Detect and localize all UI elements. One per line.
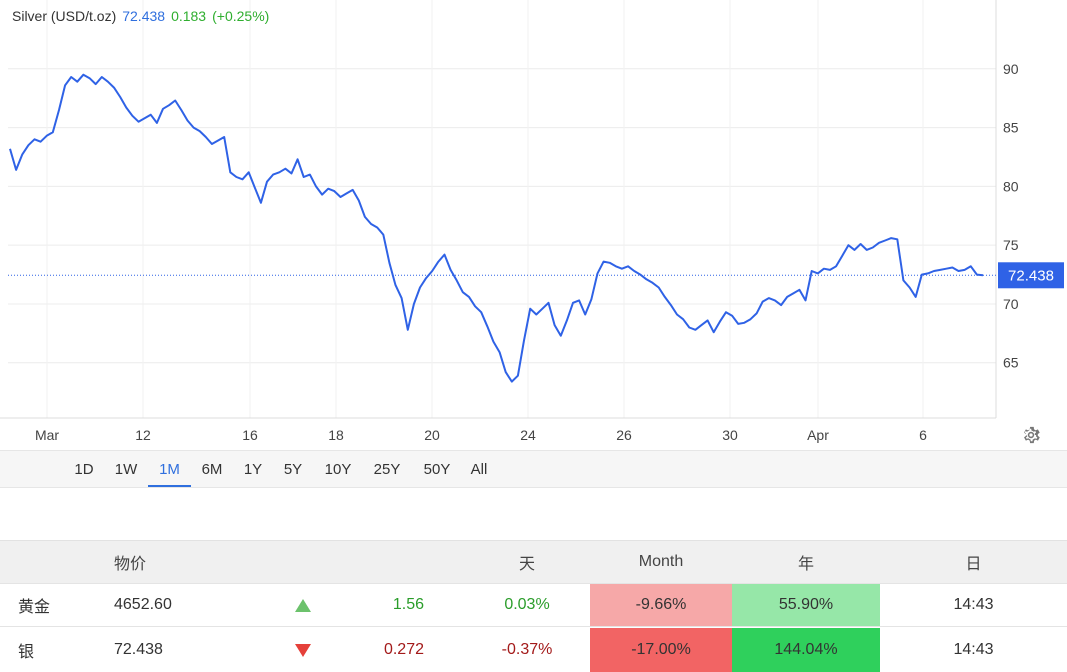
settings-gear-icon[interactable] <box>1020 424 1042 446</box>
y-tick-label: 80 <box>1003 178 1019 194</box>
row-change: 1.56 <box>392 596 424 613</box>
row-time: 14:43 <box>953 641 994 658</box>
row-month-pct: -17.00% <box>590 628 732 672</box>
table-header-row: 物价 天 Month 年 日 <box>0 540 1067 583</box>
range-button-6m[interactable]: 6M <box>201 461 223 478</box>
series-line <box>9 73 984 383</box>
y-tick-label: 90 <box>1003 61 1019 77</box>
column-header-year: 年 <box>797 556 814 573</box>
down-arrow-icon <box>288 628 318 672</box>
row-year-pct: 144.04% <box>732 628 880 672</box>
row-price: 4652.60 <box>114 596 172 613</box>
last-value-badge <box>998 262 1064 289</box>
x-tick-label: Apr <box>807 427 829 443</box>
table-row-silver[interactable]: 银 72.438 0.272 -0.37% -17.00% 144.04% 14… <box>0 628 1067 672</box>
column-header-day: 天 <box>518 556 535 573</box>
range-button-1w[interactable]: 1W <box>114 461 138 478</box>
price-change-percent: (+0.25%) <box>212 8 270 24</box>
x-tick-label: 30 <box>722 427 738 443</box>
y-tick-label: 75 <box>1003 237 1019 253</box>
row-day-pct: 0.03% <box>504 596 550 613</box>
y-tick-label: 70 <box>1003 296 1019 312</box>
column-header-month: Month <box>638 553 684 570</box>
instrument-title: Silver (USD/t.oz) <box>12 8 117 24</box>
price-change: 0.183 <box>171 8 207 24</box>
range-button-1d[interactable]: 1D <box>74 461 94 478</box>
up-arrow-icon <box>288 584 318 626</box>
row-price: 72.438 <box>114 641 163 658</box>
range-button-25y[interactable]: 25Y <box>373 461 401 478</box>
chart-svg[interactable]: 90 85 80 75 70 65 Mar 12 16 18 20 24 26 30 Apr 6 72.438 <box>0 0 1067 450</box>
row-name[interactable]: 银 <box>18 644 35 661</box>
row-time: 14:43 <box>953 596 994 613</box>
row-name[interactable]: 黄金 <box>18 599 51 616</box>
x-tick-label: 16 <box>242 427 258 443</box>
row-year-pct: 55.90% <box>732 584 880 626</box>
column-header-date: 日 <box>965 556 982 573</box>
row-change: 0.272 <box>383 641 424 658</box>
y-tick-label: 65 <box>1003 355 1019 371</box>
y-tick-label: 85 <box>1003 120 1019 136</box>
last-value-label: 72.438 <box>1008 267 1054 284</box>
range-button-5y[interactable]: 5Y <box>283 461 303 478</box>
row-day-pct: -0.37% <box>501 641 553 658</box>
current-price: 72.438 <box>122 8 166 24</box>
range-button-10y[interactable]: 10Y <box>324 461 352 478</box>
time-range-selector: 1D 1W 1M 6M 1Y 5Y 10Y 25Y 50Y All <box>0 450 1067 488</box>
x-tick-label: 24 <box>520 427 536 443</box>
range-button-50y[interactable]: 50Y <box>423 461 451 478</box>
range-button-1y[interactable]: 1Y <box>243 461 263 478</box>
column-header-price: 物价 <box>114 556 147 573</box>
row-month-pct: -9.66% <box>590 584 732 626</box>
price-chart[interactable]: 90 85 80 75 70 65 Mar 12 16 18 20 24 26 30 Apr 6 72.438 … <box>0 0 1067 450</box>
x-tick-label: 6 <box>919 427 927 443</box>
x-tick-label: 26 <box>616 427 632 443</box>
table-row-gold[interactable]: 黄金 4652.60 1.56 0.03% -9.66% 55.90% 14:4… <box>0 583 1067 627</box>
range-button-1m[interactable]: 1M <box>148 451 191 487</box>
range-button-all[interactable]: All <box>470 461 488 478</box>
x-tick-label: Mar <box>35 427 59 443</box>
x-tick-label: 20 <box>424 427 440 443</box>
chart-header: Silver (USD/t.oz) 72.438 0.183 (+0.25%) <box>12 8 275 24</box>
x-tick-label: 12 <box>135 427 151 443</box>
x-tick-label: 18 <box>328 427 344 443</box>
